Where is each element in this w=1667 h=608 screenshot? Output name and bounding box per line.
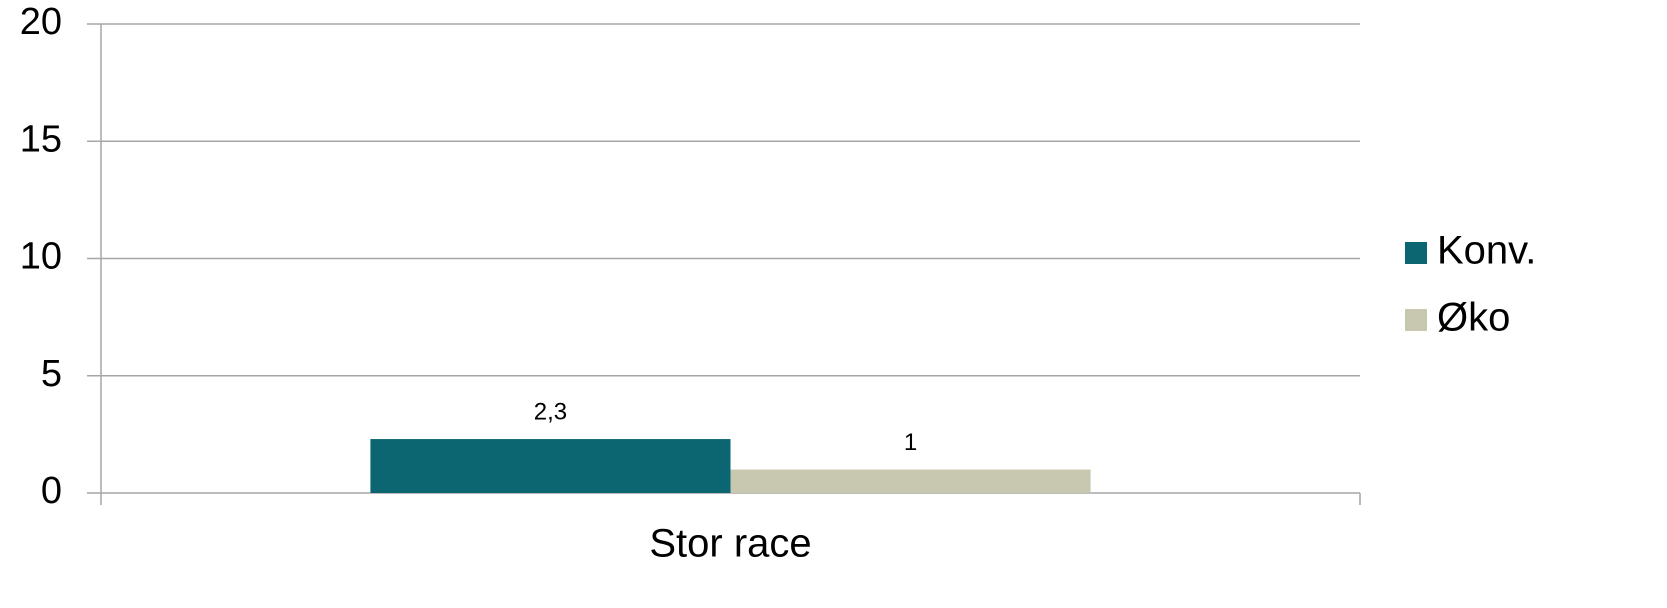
legend-label: Konv. — [1437, 229, 1536, 273]
y-tick-label: 5 — [41, 353, 62, 395]
legend-label: Øko — [1437, 296, 1510, 340]
legend-swatch — [1405, 242, 1427, 264]
y-tick-label: 20 — [20, 1, 62, 43]
bar — [730, 469, 1091, 493]
y-tick-label: 10 — [20, 236, 62, 278]
legend-swatch — [1405, 309, 1427, 331]
x-tick-label: Stor race — [649, 522, 811, 566]
data-label: 1 — [904, 429, 917, 456]
y-tick-label: 15 — [20, 118, 62, 160]
y-tick-label: 0 — [41, 470, 62, 512]
bar — [370, 439, 731, 493]
data-label: 2,3 — [534, 398, 567, 425]
